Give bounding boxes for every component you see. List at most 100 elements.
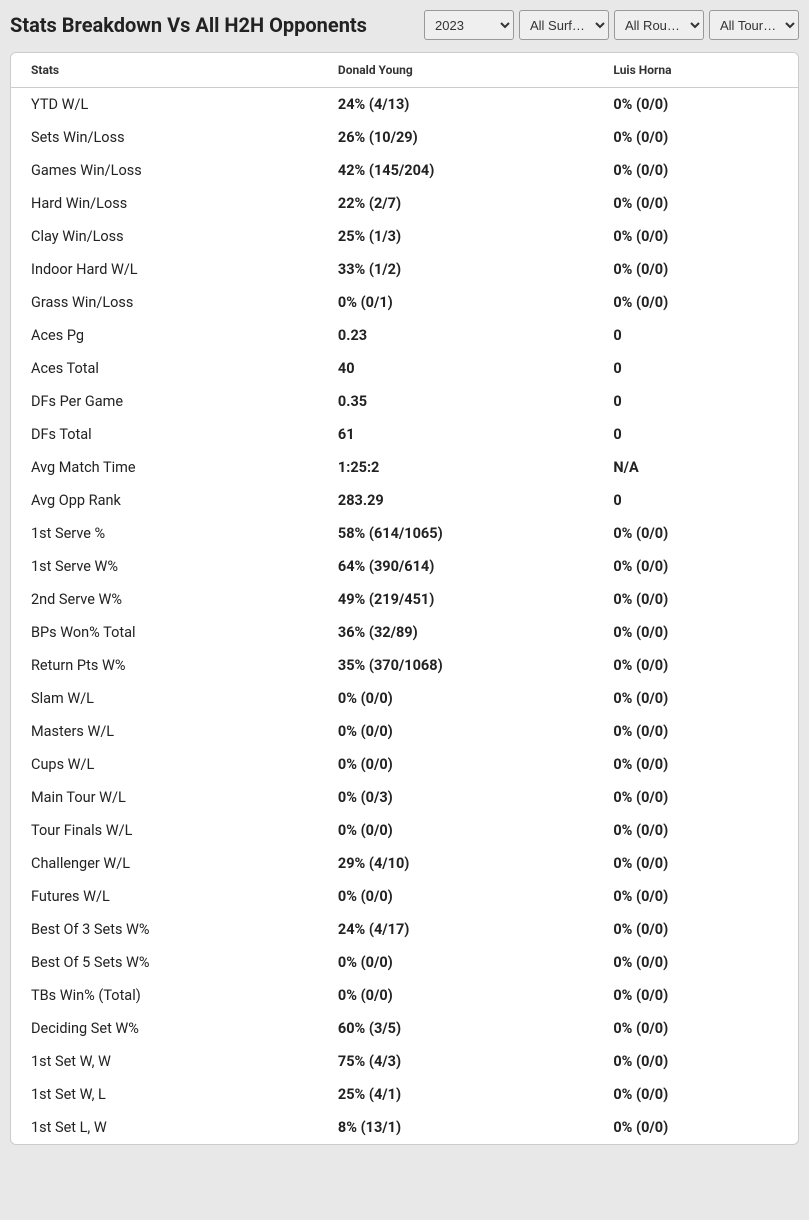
stat-name-cell: Games Win/Loss xyxy=(11,154,318,187)
table-row: TBs Win% (Total)0% (0/0)0% (0/0) xyxy=(11,979,798,1012)
player1-value-cell: 0% (0/0) xyxy=(318,748,593,781)
player2-value-cell: 0% (0/0) xyxy=(593,1111,798,1144)
table-row: Avg Match Time1:25:2N/A xyxy=(11,451,798,484)
table-row: Indoor Hard W/L33% (1/2)0% (0/0) xyxy=(11,253,798,286)
stat-name-cell: 1st Set W, L xyxy=(11,1078,318,1111)
table-row: Aces Total400 xyxy=(11,352,798,385)
player1-value-cell: 61 xyxy=(318,418,593,451)
player2-value-cell: 0% (0/0) xyxy=(593,682,798,715)
player1-value-cell: 0% (0/0) xyxy=(318,715,593,748)
table-row: Masters W/L0% (0/0)0% (0/0) xyxy=(11,715,798,748)
year-select[interactable]: 2023 xyxy=(424,10,514,40)
stat-name-cell: 1st Serve % xyxy=(11,517,318,550)
player2-value-cell: 0% (0/0) xyxy=(593,979,798,1012)
player1-value-cell: 64% (390/614) xyxy=(318,550,593,583)
column-header-player1: Donald Young xyxy=(318,53,593,88)
table-row: 1st Serve %58% (614/1065)0% (0/0) xyxy=(11,517,798,550)
stat-name-cell: Tour Finals W/L xyxy=(11,814,318,847)
player2-value-cell: 0% (0/0) xyxy=(593,781,798,814)
player1-value-cell: 24% (4/13) xyxy=(318,88,593,122)
player2-value-cell: 0% (0/0) xyxy=(593,154,798,187)
player2-value-cell: 0% (0/0) xyxy=(593,286,798,319)
player1-value-cell: 0.35 xyxy=(318,385,593,418)
table-row: Hard Win/Loss22% (2/7)0% (0/0) xyxy=(11,187,798,220)
player2-value-cell: 0% (0/0) xyxy=(593,550,798,583)
table-row: 2nd Serve W%49% (219/451)0% (0/0) xyxy=(11,583,798,616)
round-select[interactable]: All Rou… xyxy=(614,10,704,40)
player2-value-cell: 0% (0/0) xyxy=(593,88,798,122)
player2-value-cell: 0% (0/0) xyxy=(593,583,798,616)
tour-select[interactable]: All Tour… xyxy=(709,10,799,40)
stat-name-cell: Avg Match Time xyxy=(11,451,318,484)
stat-name-cell: Indoor Hard W/L xyxy=(11,253,318,286)
player1-value-cell: 25% (4/1) xyxy=(318,1078,593,1111)
player2-value-cell: 0 xyxy=(593,352,798,385)
player1-value-cell: 0% (0/0) xyxy=(318,814,593,847)
player1-value-cell: 0% (0/3) xyxy=(318,781,593,814)
table-row: Return Pts W%35% (370/1068)0% (0/0) xyxy=(11,649,798,682)
stat-name-cell: Challenger W/L xyxy=(11,847,318,880)
stat-name-cell: Deciding Set W% xyxy=(11,1012,318,1045)
player2-value-cell: 0% (0/0) xyxy=(593,946,798,979)
stat-name-cell: Avg Opp Rank xyxy=(11,484,318,517)
stat-name-cell: DFs Total xyxy=(11,418,318,451)
table-row: 1st Set L, W8% (13/1)0% (0/0) xyxy=(11,1111,798,1144)
player2-value-cell: 0% (0/0) xyxy=(593,1078,798,1111)
table-row: 1st Set W, W75% (4/3)0% (0/0) xyxy=(11,1045,798,1078)
stat-name-cell: Slam W/L xyxy=(11,682,318,715)
stat-name-cell: Best Of 3 Sets W% xyxy=(11,913,318,946)
table-row: Sets Win/Loss26% (10/29)0% (0/0) xyxy=(11,121,798,154)
player2-value-cell: 0% (0/0) xyxy=(593,847,798,880)
stat-name-cell: BPs Won% Total xyxy=(11,616,318,649)
player2-value-cell: N/A xyxy=(593,451,798,484)
player1-value-cell: 58% (614/1065) xyxy=(318,517,593,550)
table-row: Best Of 3 Sets W%24% (4/17)0% (0/0) xyxy=(11,913,798,946)
stat-name-cell: Sets Win/Loss xyxy=(11,121,318,154)
stat-name-cell: Clay Win/Loss xyxy=(11,220,318,253)
player2-value-cell: 0% (0/0) xyxy=(593,748,798,781)
stat-name-cell: 2nd Serve W% xyxy=(11,583,318,616)
stat-name-cell: Futures W/L xyxy=(11,880,318,913)
table-row: Tour Finals W/L0% (0/0)0% (0/0) xyxy=(11,814,798,847)
player1-value-cell: 0% (0/1) xyxy=(318,286,593,319)
page-header: Stats Breakdown Vs All H2H Opponents 202… xyxy=(0,0,809,50)
table-row: BPs Won% Total36% (32/89)0% (0/0) xyxy=(11,616,798,649)
player2-value-cell: 0% (0/0) xyxy=(593,814,798,847)
player2-value-cell: 0% (0/0) xyxy=(593,1045,798,1078)
player1-value-cell: 24% (4/17) xyxy=(318,913,593,946)
table-row: Futures W/L0% (0/0)0% (0/0) xyxy=(11,880,798,913)
player1-value-cell: 0% (0/0) xyxy=(318,979,593,1012)
player2-value-cell: 0% (0/0) xyxy=(593,616,798,649)
page-title: Stats Breakdown Vs All H2H Opponents xyxy=(10,13,367,37)
player1-value-cell: 40 xyxy=(318,352,593,385)
stat-name-cell: Cups W/L xyxy=(11,748,318,781)
stat-name-cell: TBs Win% (Total) xyxy=(11,979,318,1012)
player2-value-cell: 0% (0/0) xyxy=(593,715,798,748)
stats-table: Stats Donald Young Luis Horna YTD W/L24%… xyxy=(11,53,798,1144)
player2-value-cell: 0% (0/0) xyxy=(593,649,798,682)
stat-name-cell: Masters W/L xyxy=(11,715,318,748)
player2-value-cell: 0% (0/0) xyxy=(593,253,798,286)
table-row: DFs Total610 xyxy=(11,418,798,451)
player1-value-cell: 0% (0/0) xyxy=(318,880,593,913)
player1-value-cell: 0.23 xyxy=(318,319,593,352)
player1-value-cell: 283.29 xyxy=(318,484,593,517)
table-row: DFs Per Game0.350 xyxy=(11,385,798,418)
table-row: 1st Serve W%64% (390/614)0% (0/0) xyxy=(11,550,798,583)
player1-value-cell: 42% (145/204) xyxy=(318,154,593,187)
stat-name-cell: Grass Win/Loss xyxy=(11,286,318,319)
stat-name-cell: Aces Pg xyxy=(11,319,318,352)
player1-value-cell: 25% (1/3) xyxy=(318,220,593,253)
player1-value-cell: 75% (4/3) xyxy=(318,1045,593,1078)
table-row: Deciding Set W%60% (3/5)0% (0/0) xyxy=(11,1012,798,1045)
table-row: Challenger W/L29% (4/10)0% (0/0) xyxy=(11,847,798,880)
stat-name-cell: 1st Serve W% xyxy=(11,550,318,583)
player1-value-cell: 60% (3/5) xyxy=(318,1012,593,1045)
column-header-player2: Luis Horna xyxy=(593,53,798,88)
player2-value-cell: 0% (0/0) xyxy=(593,220,798,253)
player2-value-cell: 0 xyxy=(593,484,798,517)
player2-value-cell: 0% (0/0) xyxy=(593,121,798,154)
player2-value-cell: 0% (0/0) xyxy=(593,1012,798,1045)
surface-select[interactable]: All Surf… xyxy=(519,10,609,40)
table-row: Cups W/L0% (0/0)0% (0/0) xyxy=(11,748,798,781)
